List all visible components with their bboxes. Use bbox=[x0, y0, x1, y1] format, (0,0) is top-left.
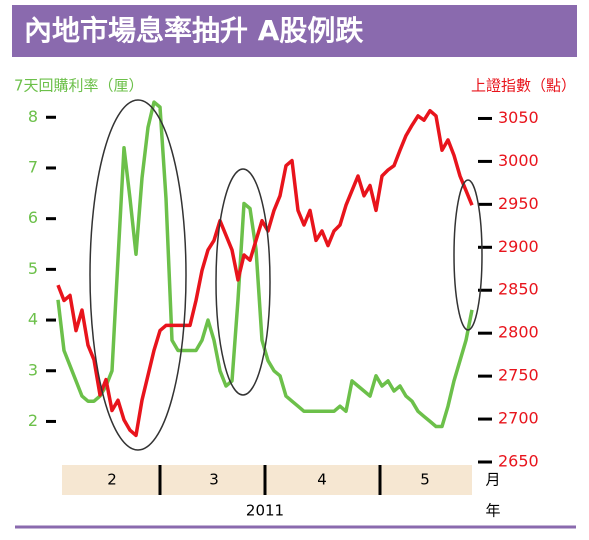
y2-tick-label: 2650 bbox=[498, 452, 539, 471]
annotation-ellipse bbox=[89, 99, 187, 451]
y2-tick-label: 2800 bbox=[498, 323, 539, 342]
y2-tick-label: 3050 bbox=[498, 108, 539, 127]
right-axis-label: 上證指數（點） bbox=[471, 77, 576, 95]
x-tick-label: 3 bbox=[209, 471, 219, 489]
chart-title: 內地市場息率抽升 A股例跌 bbox=[24, 14, 363, 47]
y2-tick-label: 2850 bbox=[498, 280, 539, 299]
year-unit: 年 bbox=[485, 502, 500, 520]
left-axis-label: 7天回購利率（厘） bbox=[14, 77, 144, 95]
y-tick-label: 8 bbox=[28, 107, 38, 126]
month-band bbox=[62, 465, 472, 495]
y2-tick-label: 2750 bbox=[498, 366, 539, 385]
annotation-ellipse bbox=[453, 179, 483, 331]
x-tick-label: 4 bbox=[317, 471, 327, 489]
y2-tick-label: 2900 bbox=[498, 237, 539, 256]
series-line bbox=[56, 100, 474, 429]
y-tick-label: 2 bbox=[28, 411, 38, 430]
y2-tick-label: 2700 bbox=[498, 409, 539, 428]
x-tick-label: 2 bbox=[107, 471, 117, 489]
y-tick-label: 3 bbox=[28, 360, 38, 379]
year-label: 2011 bbox=[246, 502, 284, 520]
title-bar bbox=[12, 5, 577, 57]
y-tick-label: 4 bbox=[28, 310, 38, 329]
annotation-ellipse bbox=[215, 168, 271, 396]
y-tick-label: 5 bbox=[28, 259, 38, 278]
y-tick-label: 6 bbox=[28, 208, 38, 227]
y2-tick-label: 3000 bbox=[498, 151, 539, 170]
month-unit: 月 bbox=[485, 471, 500, 489]
series-line bbox=[56, 108, 474, 438]
y2-tick-label: 2950 bbox=[498, 194, 539, 213]
y-tick-label: 7 bbox=[28, 157, 38, 176]
x-tick-label: 5 bbox=[420, 471, 430, 489]
plot: 2 3 4 5 6 7 8 2650 2700 2750 2800 2850 2900 2950 3000 3… bbox=[28, 100, 539, 489]
